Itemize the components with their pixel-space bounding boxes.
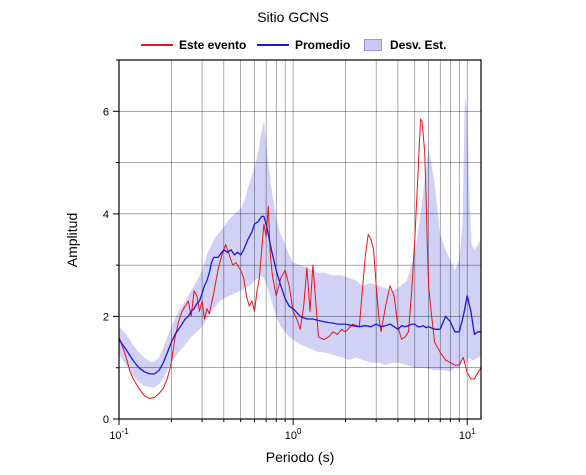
- legend-label-desv-est: Desv. Est.: [390, 38, 447, 52]
- x-tick-label-base: 10: [109, 430, 121, 442]
- std-dev-band: [119, 95, 481, 388]
- legend: Este evento Promedio Desv. Est.: [0, 37, 586, 53]
- series-line-promedio: [118, 215, 481, 375]
- x-tick-label-base: 10: [459, 430, 471, 442]
- y-tick-label: 6: [103, 106, 109, 118]
- x-tick-label-exponent: 1: [471, 427, 476, 436]
- legend-item-promedio: Promedio: [257, 37, 350, 53]
- legend-label-promedio: Promedio: [295, 38, 351, 52]
- legend-swatch-desv-est: [364, 39, 382, 51]
- x-tick-label: 100: [285, 427, 302, 442]
- x-tick-label-base: 10: [285, 430, 297, 442]
- y-tick-label: 2: [103, 311, 109, 323]
- legend-item-desv-est: Desv. Est.: [364, 37, 446, 53]
- legend-label-este-evento: Este evento: [179, 38, 247, 52]
- x-tick-label-exponent: 0: [297, 427, 302, 436]
- chart-title: Sitio GCNS: [257, 9, 329, 25]
- x-tick-label-exponent: -1: [122, 427, 130, 436]
- y-tick-label: 0: [103, 414, 109, 426]
- legend-item-este-evento: Este evento: [141, 37, 246, 53]
- series-line-este-evento: [118, 118, 482, 399]
- plot-frame: [118, 59, 482, 420]
- x-axis-label: Periodo (s): [265, 449, 335, 465]
- x-tick-label: 101: [459, 427, 476, 442]
- legend-swatch-promedio: [257, 44, 289, 46]
- x-tick-label: 10-1: [109, 427, 129, 442]
- legend-swatch-este-evento: [141, 44, 173, 46]
- y-tick-label: 4: [103, 209, 109, 221]
- y-axis-label: Amplitud: [64, 212, 80, 268]
